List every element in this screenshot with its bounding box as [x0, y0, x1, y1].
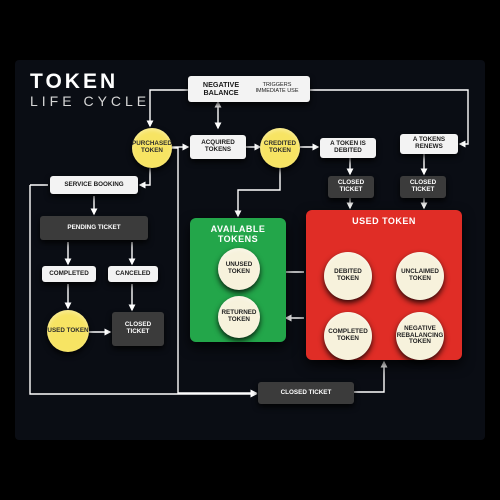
- node-canceled: CANCELED: [108, 266, 158, 282]
- node-used-3: NEGATIVE REBALANCING TOKEN: [396, 312, 444, 360]
- used-token-title: USED TOKEN: [312, 216, 456, 226]
- node-closed_ticket_topB: CLOSED TICKET: [400, 176, 446, 198]
- node-pending_ticket: PENDING TICKET: [40, 216, 148, 240]
- node-purchased_token: PURCHASED TOKEN: [132, 128, 172, 168]
- page-title: TOKEN: [30, 72, 118, 92]
- node-closed_ticket_bottom: CLOSED TICKET: [258, 382, 354, 404]
- node-acquired_tokens: ACQUIRED TOKENS: [190, 135, 246, 159]
- node-neg_balance: NEGATIVE BALANCETRIGGERS IMMEDIATE USE: [188, 76, 310, 102]
- node-used-0: DEBITED TOKEN: [324, 252, 372, 300]
- node-closed_ticket_left: CLOSED TICKET: [112, 312, 164, 346]
- node-avail-1: RETURNED TOKEN: [218, 296, 260, 338]
- node-used-2: COMPLETED TOKEN: [324, 312, 372, 360]
- node-used-1: UNCLAIMED TOKEN: [396, 252, 444, 300]
- node-service_booking: SERVICE BOOKING: [50, 176, 138, 194]
- node-avail-0: UNUSED TOKEN: [218, 248, 260, 290]
- page-subtitle: LIFE CYCLE: [30, 93, 150, 109]
- node-completed: COMPLETED: [42, 266, 96, 282]
- node-credited_token: CREDITED TOKEN: [260, 128, 300, 168]
- node-token_debited: A TOKEN IS DEBITED: [320, 138, 376, 158]
- node-closed_ticket_topA: CLOSED TICKET: [328, 176, 374, 198]
- available-tokens-title: AVAILABLE TOKENS: [196, 224, 280, 244]
- node-used_token_yellow: USED TOKEN: [47, 310, 89, 352]
- node-tokens_renews: A TOKENS RENEWS: [400, 134, 458, 154]
